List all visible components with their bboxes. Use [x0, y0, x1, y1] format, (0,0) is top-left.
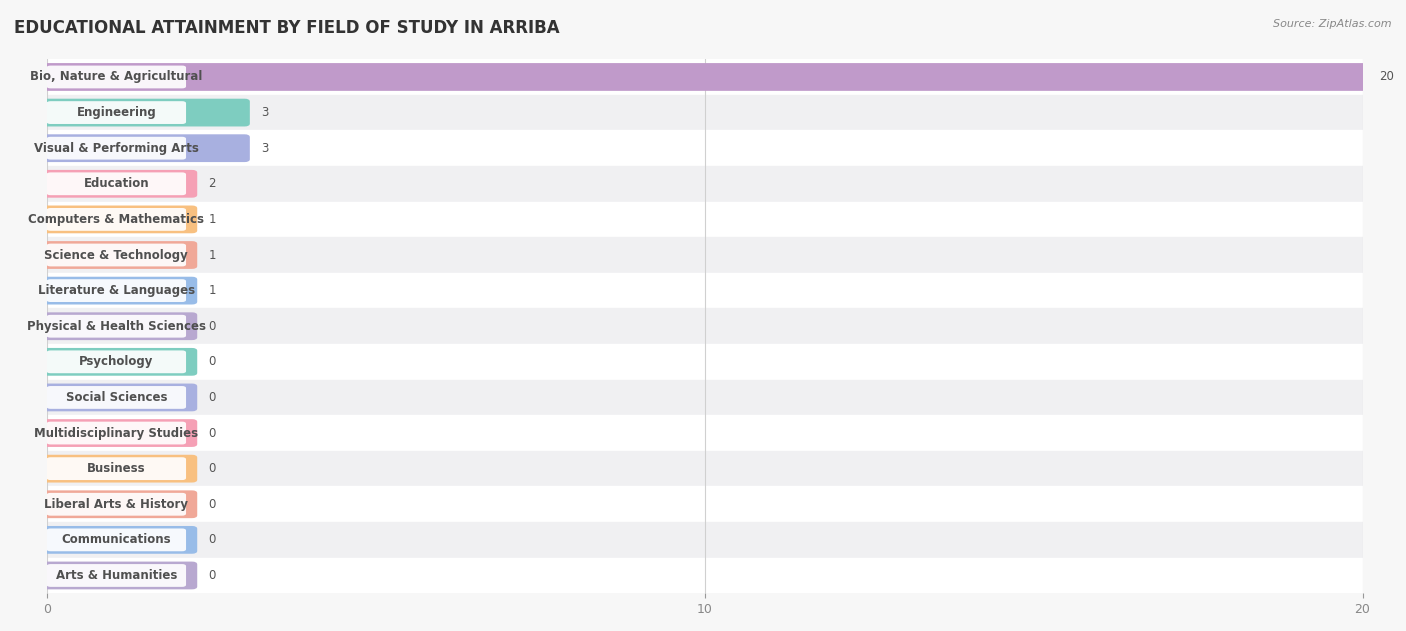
Text: 2: 2 — [208, 177, 217, 191]
FancyBboxPatch shape — [46, 457, 186, 480]
Text: Social Sciences: Social Sciences — [66, 391, 167, 404]
Text: Visual & Performing Arts: Visual & Performing Arts — [34, 142, 198, 155]
FancyBboxPatch shape — [46, 350, 186, 373]
Bar — [48, 237, 1362, 273]
Text: 1: 1 — [208, 213, 217, 226]
Text: Psychology: Psychology — [79, 355, 153, 369]
Bar — [48, 95, 1362, 131]
FancyBboxPatch shape — [46, 280, 186, 302]
FancyBboxPatch shape — [46, 493, 186, 516]
Text: 3: 3 — [262, 106, 269, 119]
FancyBboxPatch shape — [42, 384, 197, 411]
Text: 0: 0 — [208, 427, 215, 440]
Bar — [48, 59, 1362, 95]
FancyBboxPatch shape — [42, 241, 197, 269]
Text: 0: 0 — [208, 533, 215, 546]
FancyBboxPatch shape — [42, 170, 197, 198]
Text: 0: 0 — [208, 320, 215, 333]
Bar — [48, 131, 1362, 166]
FancyBboxPatch shape — [42, 419, 197, 447]
Text: 0: 0 — [208, 498, 215, 510]
Text: Engineering: Engineering — [76, 106, 156, 119]
Text: Bio, Nature & Agricultural: Bio, Nature & Agricultural — [30, 71, 202, 83]
FancyBboxPatch shape — [46, 564, 186, 587]
Text: 0: 0 — [208, 569, 215, 582]
Text: Communications: Communications — [62, 533, 172, 546]
Text: Science & Technology: Science & Technology — [45, 249, 188, 261]
FancyBboxPatch shape — [46, 422, 186, 444]
Text: 1: 1 — [208, 249, 217, 261]
Text: Physical & Health Sciences: Physical & Health Sciences — [27, 320, 205, 333]
Bar — [48, 451, 1362, 487]
FancyBboxPatch shape — [46, 172, 186, 195]
FancyBboxPatch shape — [42, 312, 197, 340]
FancyBboxPatch shape — [46, 529, 186, 551]
FancyBboxPatch shape — [42, 63, 1368, 91]
FancyBboxPatch shape — [46, 244, 186, 266]
FancyBboxPatch shape — [42, 277, 197, 305]
FancyBboxPatch shape — [42, 526, 197, 554]
FancyBboxPatch shape — [46, 315, 186, 338]
FancyBboxPatch shape — [42, 562, 197, 589]
Bar — [48, 166, 1362, 201]
Text: 20: 20 — [1379, 71, 1393, 83]
FancyBboxPatch shape — [42, 206, 197, 233]
Bar — [48, 201, 1362, 237]
FancyBboxPatch shape — [42, 490, 197, 518]
FancyBboxPatch shape — [46, 208, 186, 231]
Text: Education: Education — [83, 177, 149, 191]
FancyBboxPatch shape — [42, 134, 250, 162]
Text: EDUCATIONAL ATTAINMENT BY FIELD OF STUDY IN ARRIBA: EDUCATIONAL ATTAINMENT BY FIELD OF STUDY… — [14, 19, 560, 37]
Text: 0: 0 — [208, 355, 215, 369]
Bar — [48, 273, 1362, 309]
Bar — [48, 344, 1362, 380]
Bar — [48, 415, 1362, 451]
Text: 0: 0 — [208, 391, 215, 404]
FancyBboxPatch shape — [46, 137, 186, 160]
FancyBboxPatch shape — [42, 455, 197, 483]
Text: 1: 1 — [208, 284, 217, 297]
Bar — [48, 487, 1362, 522]
Bar — [48, 380, 1362, 415]
Text: Liberal Arts & History: Liberal Arts & History — [45, 498, 188, 510]
Text: Business: Business — [87, 462, 146, 475]
FancyBboxPatch shape — [46, 386, 186, 409]
FancyBboxPatch shape — [42, 98, 250, 126]
Text: Source: ZipAtlas.com: Source: ZipAtlas.com — [1274, 19, 1392, 29]
Text: Computers & Mathematics: Computers & Mathematics — [28, 213, 204, 226]
Text: 0: 0 — [208, 462, 215, 475]
Bar — [48, 522, 1362, 558]
FancyBboxPatch shape — [46, 101, 186, 124]
Text: Multidisciplinary Studies: Multidisciplinary Studies — [34, 427, 198, 440]
Bar — [48, 558, 1362, 593]
FancyBboxPatch shape — [42, 348, 197, 375]
Text: Literature & Languages: Literature & Languages — [38, 284, 195, 297]
Text: 3: 3 — [262, 142, 269, 155]
FancyBboxPatch shape — [46, 66, 186, 88]
Text: Arts & Humanities: Arts & Humanities — [56, 569, 177, 582]
Bar — [48, 309, 1362, 344]
